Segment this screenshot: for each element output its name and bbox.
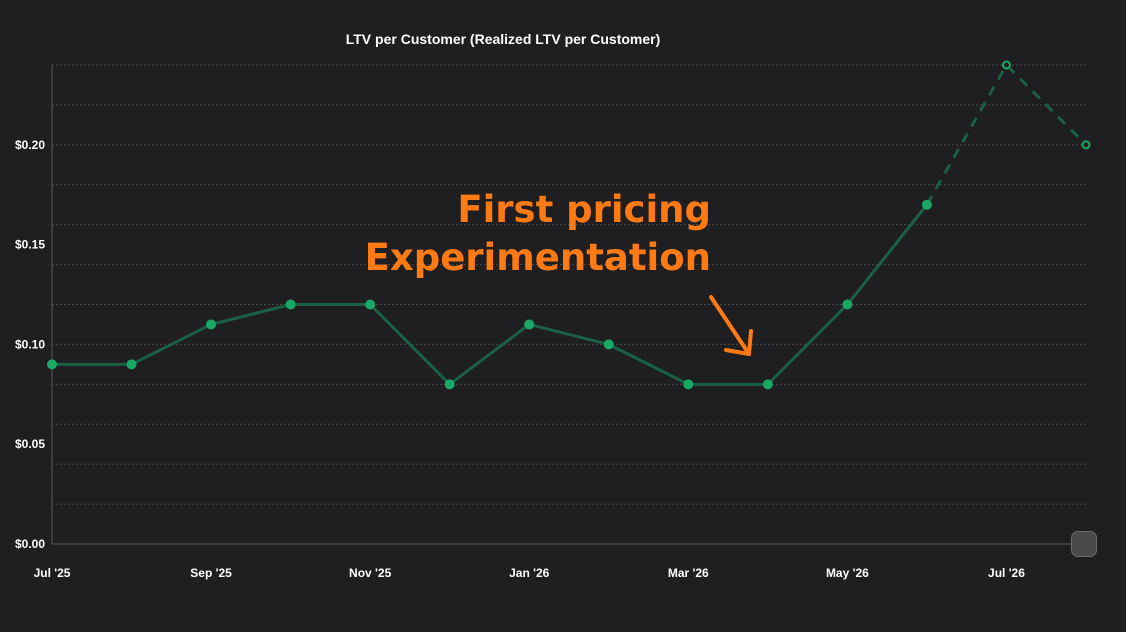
actual-series-line [50,203,929,386]
y-tick-label: $0.00 [15,537,45,551]
data-point[interactable] [921,199,932,210]
x-axis-tick-labels: Jul '25 Sep '25 Nov '25 Jan '26 Mar '26 May '… [34,566,1026,580]
x-tick-label: Nov '25 [349,566,392,580]
y-tick-label: $0.10 [15,337,45,351]
data-point[interactable] [683,379,694,390]
y-tick-label: $0.05 [15,437,45,451]
data-point[interactable] [285,299,296,310]
data-point[interactable] [126,359,137,370]
x-tick-label: Jul '25 [34,566,71,580]
x-tick-label: Jan '26 [509,566,550,580]
annotation-arrow-icon [709,295,753,356]
data-point[interactable] [365,299,376,310]
annotation-line-2: Experimentation [365,236,711,279]
projected-series-line [925,63,1088,206]
chart-title: LTV per Customer (Realized LTV per Custo… [346,31,661,47]
y-tick-label: $0.20 [15,138,45,152]
data-point[interactable] [524,319,535,330]
data-point[interactable] [603,339,614,350]
annotation-line-1: First pricing [457,188,711,231]
resize-handle[interactable] [1071,531,1097,557]
axes [51,65,1086,545]
data-point[interactable] [762,379,773,390]
data-point[interactable] [47,359,57,370]
projected-data-point[interactable] [1001,60,1011,70]
x-tick-label: May '26 [826,566,869,580]
y-tick-label: $0.15 [15,238,45,252]
projected-data-point[interactable] [1081,140,1091,150]
data-point[interactable] [206,319,217,330]
grid-lines [52,64,1086,505]
data-point[interactable] [842,299,853,310]
series-points [47,60,1091,390]
annotation: First pricing Experimentation [365,188,753,356]
y-axis-tick-labels: $0.00 $0.05 $0.10 $0.15 $0.20 [15,138,45,551]
series-line [50,63,1088,386]
x-tick-label: Jul '26 [988,566,1025,580]
data-point[interactable] [444,379,455,390]
x-tick-label: Mar '26 [668,566,709,580]
x-tick-label: Sep '25 [190,566,232,580]
